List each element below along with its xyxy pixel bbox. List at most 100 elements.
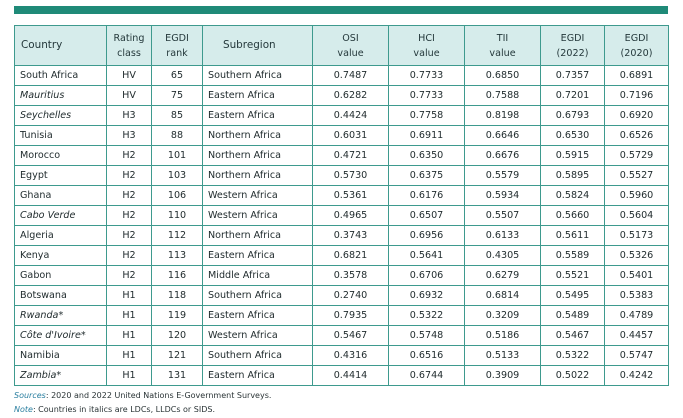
- cell-osi: 0.4316: [312, 345, 389, 366]
- cell-egdi-2020: 0.5604: [604, 205, 669, 226]
- cell-egdi-rank: 88: [151, 125, 203, 146]
- cell-egdi-2022: 0.5895: [540, 165, 605, 186]
- cell-country: Rwanda*: [14, 305, 107, 326]
- cell-egdi-rank: 65: [151, 65, 203, 86]
- table-row: Egypt H2 103 Northern Africa 0.5730 0.6375 0.5…: [14, 165, 669, 186]
- table-row: Tunisia H3 88 Northern Africa 0.6031 0.6911 0.…: [14, 125, 669, 146]
- cell-hci: 0.6507: [388, 205, 465, 226]
- cell-osi: 0.6821: [312, 245, 389, 266]
- cell-osi: 0.4424: [312, 105, 389, 126]
- cell-subregion: Northern Africa: [202, 165, 313, 186]
- cell-subregion: Southern Africa: [202, 65, 313, 86]
- cell-country: Kenya: [14, 245, 107, 266]
- cell-rating-class: H3: [106, 125, 152, 146]
- cell-subregion: Northern Africa: [202, 225, 313, 246]
- cell-egdi-rank: 131: [151, 365, 203, 386]
- cell-tii: 0.5579: [464, 165, 541, 186]
- cell-hci: 0.5641: [388, 245, 465, 266]
- cell-egdi-2022: 0.7201: [540, 85, 605, 106]
- cell-egdi-2022: 0.5824: [540, 185, 605, 206]
- cell-subregion: Eastern Africa: [202, 365, 313, 386]
- cell-osi: 0.7487: [312, 65, 389, 86]
- cell-tii: 0.6133: [464, 225, 541, 246]
- cell-egdi-rank: 113: [151, 245, 203, 266]
- cell-egdi-2022: 0.7357: [540, 65, 605, 86]
- header-egdi-2022: EGDI (2022): [540, 25, 605, 66]
- cell-tii: 0.7588: [464, 85, 541, 106]
- cell-rating-class: H2: [106, 145, 152, 166]
- cell-egdi-2020: 0.4789: [604, 305, 669, 326]
- cell-egdi-rank: 121: [151, 345, 203, 366]
- cell-rating-class: H2: [106, 245, 152, 266]
- cell-tii: 0.4305: [464, 245, 541, 266]
- cell-egdi-2020: 0.6920: [604, 105, 669, 126]
- cell-hci: 0.5748: [388, 325, 465, 346]
- cell-egdi-2020: 0.4457: [604, 325, 669, 346]
- cell-egdi-2020: 0.5747: [604, 345, 669, 366]
- cell-subregion: Western Africa: [202, 205, 313, 226]
- cell-egdi-2020: 0.6891: [604, 65, 669, 86]
- cell-rating-class: HV: [106, 85, 152, 106]
- cell-rating-class: H2: [106, 265, 152, 286]
- table-row: Seychelles H3 85 Eastern Africa 0.4424 0.7758…: [14, 105, 669, 126]
- cell-country: Gabon: [14, 265, 107, 286]
- cell-country: Zambia*: [14, 365, 107, 386]
- cell-rating-class: H1: [106, 345, 152, 366]
- cell-egdi-2020: 0.5960: [604, 185, 669, 206]
- cell-hci: 0.7733: [388, 65, 465, 86]
- cell-tii: 0.3909: [464, 365, 541, 386]
- table-row: Kenya H2 113 Eastern Africa 0.6821 0.5641 0.43…: [14, 245, 669, 266]
- cell-tii: 0.8198: [464, 105, 541, 126]
- header-tii: TII value: [464, 25, 541, 66]
- cell-osi: 0.3578: [312, 265, 389, 286]
- cell-egdi-2022: 0.5495: [540, 285, 605, 306]
- cell-osi: 0.4721: [312, 145, 389, 166]
- cell-rating-class: HV: [106, 65, 152, 86]
- cell-osi: 0.5467: [312, 325, 389, 346]
- header-subregion: Subregion: [202, 25, 313, 66]
- cell-rating-class: H2: [106, 165, 152, 186]
- table-row: Côte d'Ivoire* H1 120 Western Africa 0.5467 0…: [14, 325, 669, 346]
- header-egdi-rank: EGDI rank: [151, 25, 203, 66]
- cell-subregion: Western Africa: [202, 325, 313, 346]
- table-row: South Africa HV 65 Southern Africa 0.7487 0.7…: [14, 65, 669, 86]
- cell-rating-class: H1: [106, 305, 152, 326]
- table-row: Zambia* H1 131 Eastern Africa 0.4414 0.6744 0.…: [14, 365, 669, 386]
- cell-osi: 0.5361: [312, 185, 389, 206]
- cell-egdi-2022: 0.5660: [540, 205, 605, 226]
- cell-egdi-2022: 0.5322: [540, 345, 605, 366]
- cell-country: Côte d'Ivoire*: [14, 325, 107, 346]
- cell-hci: 0.6956: [388, 225, 465, 246]
- cell-tii: 0.3209: [464, 305, 541, 326]
- cell-subregion: Eastern Africa: [202, 105, 313, 126]
- cell-tii: 0.5507: [464, 205, 541, 226]
- cell-country: South Africa: [14, 65, 107, 86]
- table-row: Botswana H1 118 Southern Africa 0.2740 0.6932…: [14, 285, 669, 306]
- table-top-bar: [14, 6, 668, 14]
- sources-note: Sources: 2020 and 2022 United Nations E-…: [14, 391, 272, 400]
- cell-osi: 0.3743: [312, 225, 389, 246]
- cell-egdi-2022: 0.5915: [540, 145, 605, 166]
- table-body: South Africa HV 65 Southern Africa 0.7487 0.7…: [14, 65, 669, 386]
- cell-egdi-rank: 118: [151, 285, 203, 306]
- cell-rating-class: H1: [106, 285, 152, 306]
- cell-osi: 0.5730: [312, 165, 389, 186]
- cell-tii: 0.6646: [464, 125, 541, 146]
- cell-osi: 0.4965: [312, 205, 389, 226]
- cell-egdi-2022: 0.5611: [540, 225, 605, 246]
- cell-egdi-2022: 0.6530: [540, 125, 605, 146]
- cell-subregion: Southern Africa: [202, 345, 313, 366]
- cell-hci: 0.6932: [388, 285, 465, 306]
- italics-note: Note: Countries in italics are LDCs, LLD…: [14, 405, 215, 414]
- cell-egdi-rank: 110: [151, 205, 203, 226]
- cell-rating-class: H2: [106, 205, 152, 226]
- header-egdi-2020: EGDI (2020): [604, 25, 669, 66]
- cell-country: Mauritius: [14, 85, 107, 106]
- cell-country: Egypt: [14, 165, 107, 186]
- cell-egdi-2020: 0.6526: [604, 125, 669, 146]
- cell-osi: 0.7935: [312, 305, 389, 326]
- cell-tii: 0.5934: [464, 185, 541, 206]
- cell-osi: 0.4414: [312, 365, 389, 386]
- cell-tii: 0.5133: [464, 345, 541, 366]
- cell-egdi-2022: 0.5022: [540, 365, 605, 386]
